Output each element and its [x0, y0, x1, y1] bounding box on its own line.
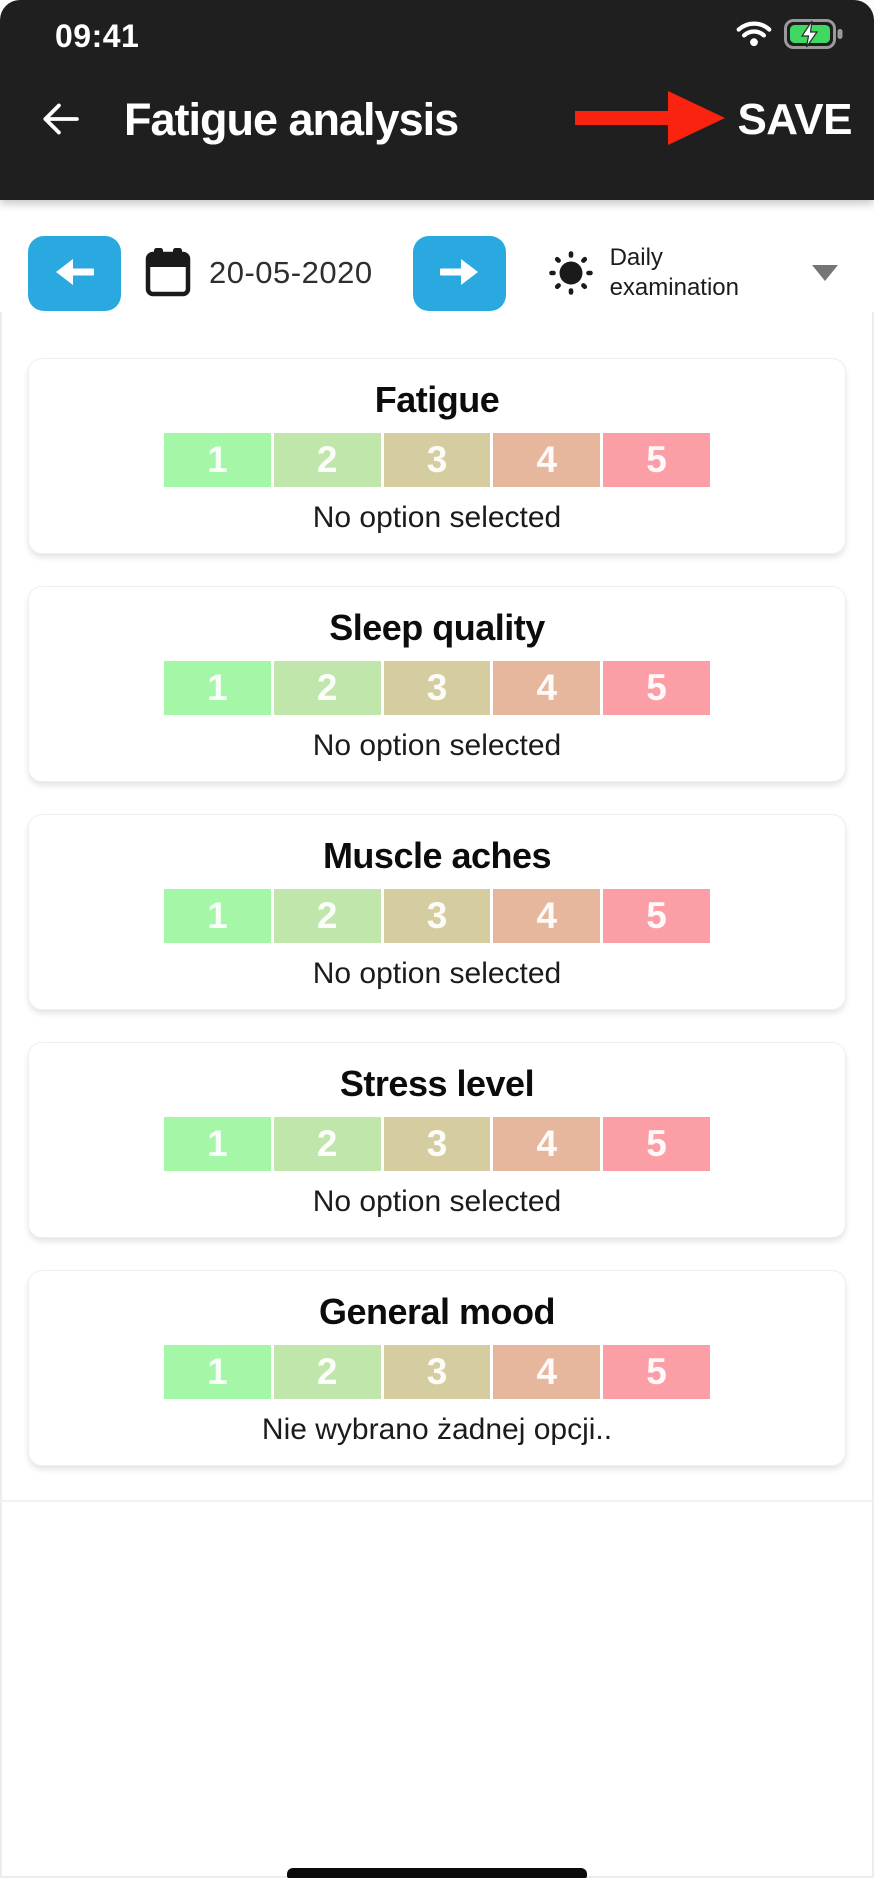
selection-status: Nie wybrano żadnej opcji.. — [261, 1413, 613, 1446]
rating-option-4[interactable]: 4 — [493, 661, 601, 715]
rating-option-4[interactable]: 4 — [493, 1345, 601, 1399]
arrow-right-icon — [438, 256, 480, 291]
wifi-icon — [736, 20, 772, 52]
rating-option-1[interactable]: 1 — [164, 889, 271, 943]
selection-status: No option selected — [312, 957, 562, 990]
battery-charging-icon — [784, 18, 844, 54]
rating-option-2[interactable]: 2 — [273, 1117, 381, 1171]
selection-status: No option selected — [312, 501, 562, 534]
arrow-left-icon — [54, 256, 96, 291]
date-toolbar: 20-05-2020 — [0, 200, 874, 312]
selection-status: No option selected — [312, 729, 562, 762]
question-title: General mood — [318, 1291, 556, 1332]
rating-option-5[interactable]: 5 — [603, 1117, 710, 1171]
rating-option-5[interactable]: 5 — [603, 661, 710, 715]
rating-option-3[interactable]: 3 — [383, 1117, 491, 1171]
previous-day-button[interactable] — [28, 235, 121, 311]
rating-option-3[interactable]: 3 — [383, 433, 491, 487]
rating-option-4[interactable]: 4 — [493, 889, 601, 943]
sun-icon — [548, 250, 594, 296]
app-header: 09:41 — [0, 0, 874, 200]
question-title: Stress level — [339, 1063, 535, 1104]
next-day-button[interactable] — [412, 235, 506, 311]
nav-right: SAVE — [575, 88, 856, 153]
save-button[interactable]: SAVE — [733, 95, 856, 145]
rating-option-3[interactable]: 3 — [383, 661, 491, 715]
section-divider — [0, 1500, 874, 1502]
selected-date[interactable]: 20-05-2020 — [209, 255, 373, 290]
status-bar: 09:41 — [0, 0, 874, 56]
nav-bar: Fatigue analysis SAVE — [0, 70, 874, 170]
examination-type-select[interactable]: Daily examination — [548, 243, 852, 303]
rating-option-4[interactable]: 4 — [493, 433, 601, 487]
rating-option-1[interactable]: 1 — [164, 1345, 271, 1399]
rating-option-2[interactable]: 2 — [273, 433, 381, 487]
rating-option-5[interactable]: 5 — [603, 433, 710, 487]
status-icons — [736, 18, 844, 54]
rating-option-2[interactable]: 2 — [273, 661, 381, 715]
page-title: Fatigue analysis — [124, 94, 459, 145]
status-time: 09:41 — [55, 17, 140, 54]
home-indicator[interactable] — [287, 1868, 587, 1878]
rating-option-3[interactable]: 3 — [383, 889, 491, 943]
selection-status: No option selected — [312, 1185, 562, 1218]
rating-option-1[interactable]: 1 — [164, 433, 271, 487]
calendar-icon — [145, 248, 191, 298]
chevron-down-icon — [812, 265, 838, 281]
rating-option-2[interactable]: 2 — [273, 1345, 381, 1399]
question-title: Fatigue — [374, 379, 500, 420]
back-arrow-icon — [39, 101, 81, 140]
rating-option-4[interactable]: 4 — [493, 1117, 601, 1171]
rating-option-3[interactable]: 3 — [383, 1345, 491, 1399]
question-title: Muscle aches — [322, 835, 552, 876]
rating-option-1[interactable]: 1 — [164, 1117, 271, 1171]
rating-option-5[interactable]: 5 — [603, 1345, 710, 1399]
question-title: Sleep quality — [329, 607, 545, 648]
rating-option-1[interactable]: 1 — [164, 661, 271, 715]
back-button[interactable] — [36, 96, 84, 144]
rating-option-5[interactable]: 5 — [603, 889, 710, 943]
red-annotation-arrow-icon — [575, 88, 727, 153]
examination-type-label: Daily examination — [609, 244, 739, 301]
rating-option-2[interactable]: 2 — [273, 889, 381, 943]
